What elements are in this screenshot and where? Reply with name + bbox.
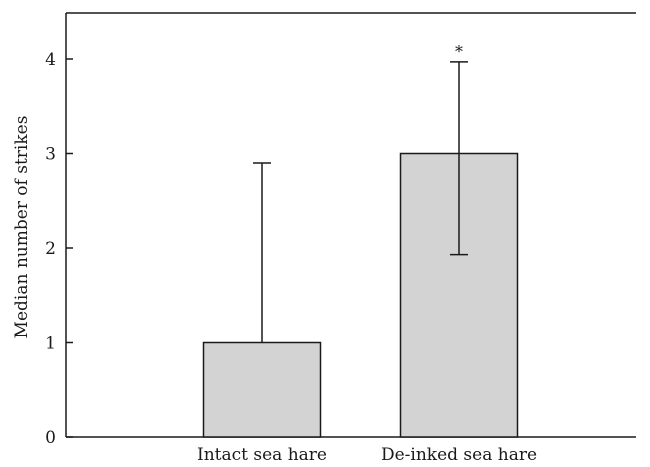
x-axis-category-labels: Intact sea hare De-inked sea hare <box>197 445 537 465</box>
annotations: * <box>455 42 463 61</box>
y-tick-label: 2 <box>45 239 56 259</box>
bar <box>202 341 322 438</box>
y-tick-label: 4 <box>45 50 56 70</box>
y-axis-title: Median number of strikes <box>12 116 32 339</box>
y-tick-label: 3 <box>45 145 56 165</box>
error-bars <box>253 61 468 343</box>
bars <box>202 152 519 438</box>
x-category-label: Intact sea hare <box>197 445 327 465</box>
y-axis-ticks: 0 1 2 3 4 <box>45 50 73 448</box>
y-tick-label: 0 <box>45 428 56 448</box>
x-category-label: De-inked sea hare <box>381 445 537 465</box>
significance-marker: * <box>455 42 463 61</box>
y-tick-label: 1 <box>45 334 56 354</box>
plot-frame <box>65 12 636 438</box>
